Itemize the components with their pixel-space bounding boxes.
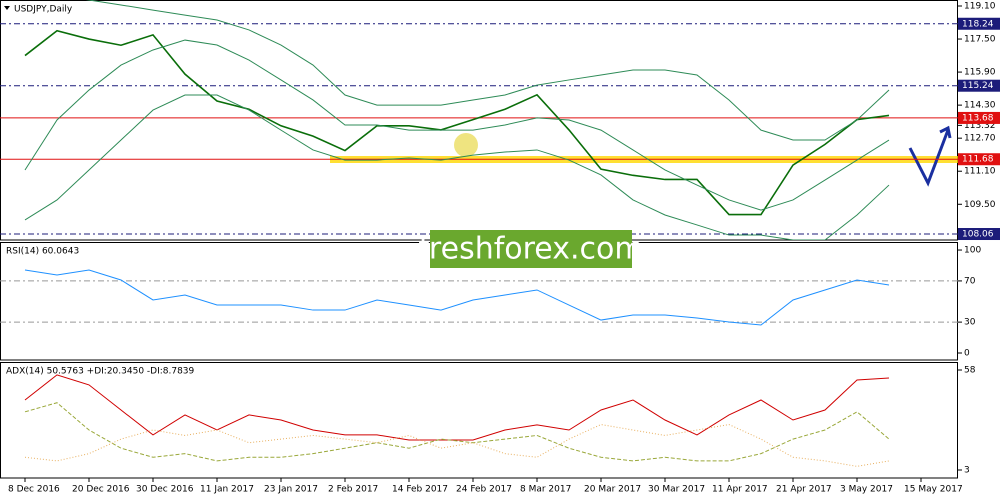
panel-frame [0,0,958,241]
y-tick-label: 117.50 [964,35,996,45]
panel-title: RSI(14) 60.0643 [6,247,79,257]
y-tick-label: 109.50 [964,200,996,210]
x-tick-label: 8 Mar 2017 [520,485,571,495]
level-box [958,17,1000,30]
panel [0,269,958,326]
y-tick-label: 58 [964,366,976,376]
x-tick-label: 11 Jan 2017 [200,485,254,495]
y-tick-label: 3 [964,466,970,476]
level-box [958,111,1000,124]
panel [24,374,890,467]
level-label: 113.68 [962,113,994,123]
x-tick-label: 15 May 2017 [904,485,963,495]
y-tick-label: 115.90 [964,68,996,78]
level-label: 115.24 [962,81,994,91]
x-tick-label: 30 Mar 2017 [648,485,705,495]
x-tick-label: 8 Dec 2016 [8,485,60,495]
level-label: 118.24 [962,19,994,29]
watermark-box [430,230,632,268]
panel-title: ADX(14) 50.5763 +DI:20.3450 -DI:8.7839 [6,367,195,377]
level-label: 108.06 [962,230,994,240]
x-tick-label: 2 Feb 2017 [328,485,378,495]
x-tick-label: 3 May 2017 [840,485,893,495]
level-label: 111.68 [962,155,994,165]
y-tick-label: 111.10 [964,167,996,177]
x-tick-label: 11 Apr 2017 [712,485,768,495]
panel-title: USDJPY,Daily [14,5,73,15]
y-tick-label: 113.32 [964,121,996,131]
y-tick-label: 30 [964,318,976,328]
series-line [24,94,890,240]
y-tick-label: 100 [964,246,981,256]
series-line [24,39,890,211]
y-tick-label: 70 [964,276,976,286]
series-line [24,424,890,467]
series-line [85,0,890,141]
x-tick-label: 20 Dec 2016 [72,485,130,495]
menu-arrow [4,6,10,10]
y-tick-label: 0 [964,348,970,358]
highlight-circle [454,133,478,157]
x-tick-label: 14 Feb 2017 [392,485,448,495]
level-box [958,153,1000,166]
watermark: freshforex.com [418,232,643,267]
x-tick-label: 24 Feb 2017 [456,485,512,495]
level-box [958,79,1000,92]
series-line [24,29,890,216]
x-tick-label: 20 Mar 2017 [584,485,641,495]
series-line [24,269,890,326]
x-tick-label: 21 Apr 2017 [776,485,832,495]
level-box [958,228,1000,241]
y-tick-label: 119.10 [964,1,996,11]
x-tick-label: 30 Dec 2016 [136,485,194,495]
series-line [24,402,890,462]
series-line [24,374,890,441]
forecast-arrow [908,125,952,187]
y-tick-label: 114.30 [964,101,996,111]
y-tick-label: 112.70 [964,134,996,144]
panel-frame [0,362,958,479]
panel [0,0,958,240]
x-tick-label: 23 Jan 2017 [264,485,318,495]
